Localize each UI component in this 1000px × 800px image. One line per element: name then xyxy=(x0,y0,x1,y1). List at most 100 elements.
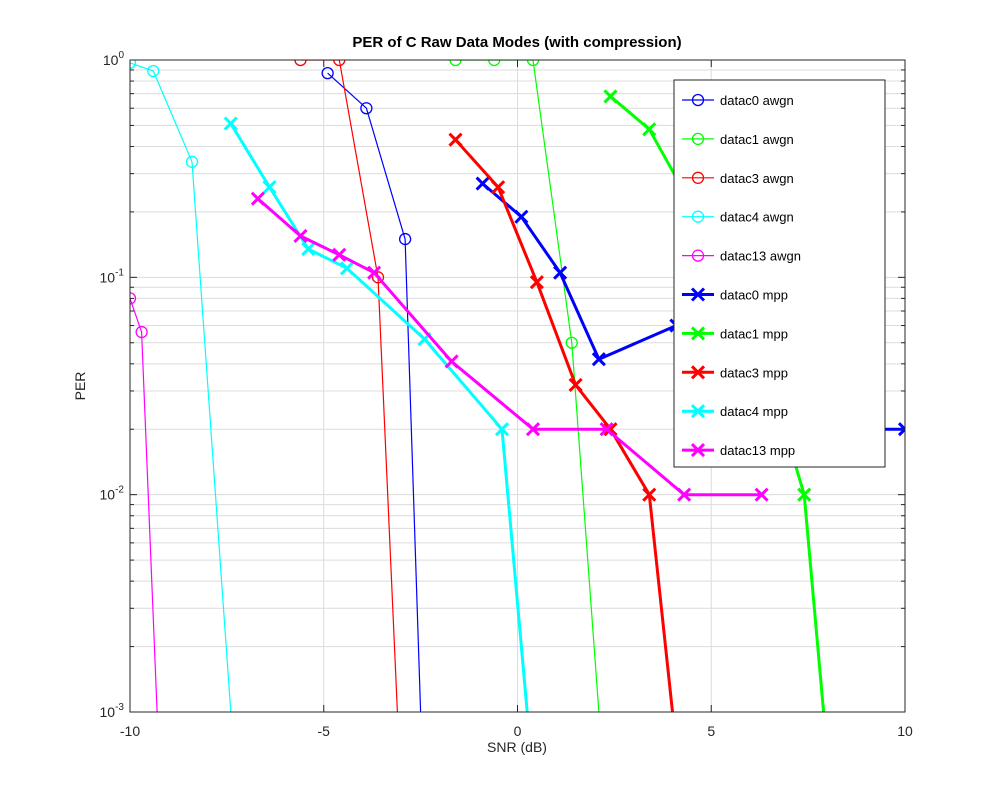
y-tick-base: 10 xyxy=(100,704,116,720)
x-marker-stroke xyxy=(690,443,706,458)
x-marker-stroke xyxy=(494,422,510,437)
y-tick-base: 10 xyxy=(103,52,119,68)
legend-item: datac4 awgn xyxy=(682,210,794,225)
data-point xyxy=(250,191,265,206)
legend-label: datac13 mpp xyxy=(720,443,795,458)
x-marker-stroke xyxy=(642,487,657,502)
data-point xyxy=(897,422,905,437)
x-tick-labels: -10 -5 0 5 10 xyxy=(120,723,913,739)
x-marker-stroke xyxy=(262,180,277,195)
y-tick-base: 10 xyxy=(100,487,116,503)
data-point xyxy=(494,422,510,437)
data-point xyxy=(339,261,355,276)
legend-marker xyxy=(691,171,705,184)
x-marker-stroke xyxy=(599,422,614,437)
data-point xyxy=(293,228,308,244)
legend-item: datac1 mpp xyxy=(682,326,788,341)
series-datac1-awgn xyxy=(449,60,600,712)
data-point xyxy=(367,265,382,280)
data-point xyxy=(591,352,606,367)
data-point xyxy=(642,122,657,137)
data-point xyxy=(147,64,160,78)
y-tick-label: 10-2 xyxy=(100,485,125,503)
x-marker-stroke xyxy=(529,275,544,290)
data-point xyxy=(223,116,238,131)
x-marker-stroke xyxy=(568,377,583,392)
data-point xyxy=(677,487,692,502)
data-point xyxy=(642,487,657,502)
x-marker-stroke xyxy=(603,422,618,437)
y-tick-label: 100 xyxy=(103,50,125,68)
data-point xyxy=(444,354,459,369)
legend-box xyxy=(673,79,886,468)
legend-marker xyxy=(691,210,705,223)
x-marker-stroke xyxy=(553,265,568,280)
data-point xyxy=(565,336,578,349)
legend-item: datac3 mpp xyxy=(682,365,788,380)
x-marker-stroke xyxy=(690,326,706,341)
legend-marker xyxy=(691,132,705,146)
legend-marker xyxy=(690,365,706,380)
data-point xyxy=(525,422,541,437)
data-point xyxy=(529,275,544,290)
y-tick-label: 10-1 xyxy=(100,267,125,285)
series-line xyxy=(300,60,398,712)
x-marker-stroke xyxy=(677,487,692,502)
legend-label: datac4 awgn xyxy=(720,210,794,225)
data-point xyxy=(262,180,277,195)
legend-marker xyxy=(691,249,705,262)
data-point xyxy=(754,487,769,502)
x-marker-stroke xyxy=(591,352,606,367)
x-marker-stroke xyxy=(491,180,506,195)
x-marker-stroke xyxy=(339,261,355,276)
data-point xyxy=(488,60,501,67)
x-marker-stroke xyxy=(642,122,657,137)
series-line xyxy=(455,60,600,712)
legend-marker xyxy=(691,93,705,107)
x-marker-stroke xyxy=(367,265,382,280)
x-marker-stroke xyxy=(444,354,459,369)
data-point xyxy=(321,66,334,80)
data-point xyxy=(301,241,316,257)
legend-label: datac1 awgn xyxy=(720,132,794,147)
legend-item: datac0 mpp xyxy=(682,287,788,303)
data-point xyxy=(130,292,137,305)
series-datac13-mpp xyxy=(250,191,769,502)
legend-label: datac0 awgn xyxy=(720,93,794,108)
legend-item: datac13 mpp xyxy=(682,443,795,458)
y-axis-label: PER xyxy=(72,372,88,401)
series-line xyxy=(130,62,232,712)
series-datac0-awgn xyxy=(321,66,422,712)
legend-marker xyxy=(690,287,706,302)
x-marker-stroke xyxy=(690,365,706,380)
series-line xyxy=(327,72,422,712)
data-point xyxy=(475,176,490,191)
data-point xyxy=(568,377,583,392)
tick-marks xyxy=(129,60,906,713)
data-point xyxy=(448,132,463,147)
x-axis-label: SNR (dB) xyxy=(487,739,547,755)
data-point xyxy=(398,232,412,246)
x-marker-stroke xyxy=(293,228,308,244)
x-marker-stroke xyxy=(448,132,463,147)
chart-title: PER of C Raw Data Modes (with compressio… xyxy=(352,34,681,51)
legend: datac0 awgn datac1 awgn datac3 awgn datac4 … xyxy=(673,79,886,468)
series-datac3-awgn xyxy=(294,60,398,712)
data-point xyxy=(603,89,618,104)
x-marker-stroke xyxy=(250,191,265,206)
legend-marker xyxy=(690,404,706,419)
x-tick-label: -5 xyxy=(318,723,331,739)
data-point xyxy=(491,180,506,195)
y-tick-exponent: 0 xyxy=(118,50,124,61)
data-point xyxy=(449,60,462,67)
x-marker-stroke xyxy=(514,209,529,224)
data-point xyxy=(603,422,618,437)
x-marker-stroke xyxy=(690,404,706,419)
data-point xyxy=(514,209,529,224)
x-marker-stroke xyxy=(475,176,490,191)
legend-item: datac0 awgn xyxy=(682,93,794,108)
series-line xyxy=(130,298,158,712)
x-marker-stroke xyxy=(897,427,905,437)
x-marker-stroke xyxy=(525,422,541,437)
legend-label: datac3 awgn xyxy=(720,171,794,186)
